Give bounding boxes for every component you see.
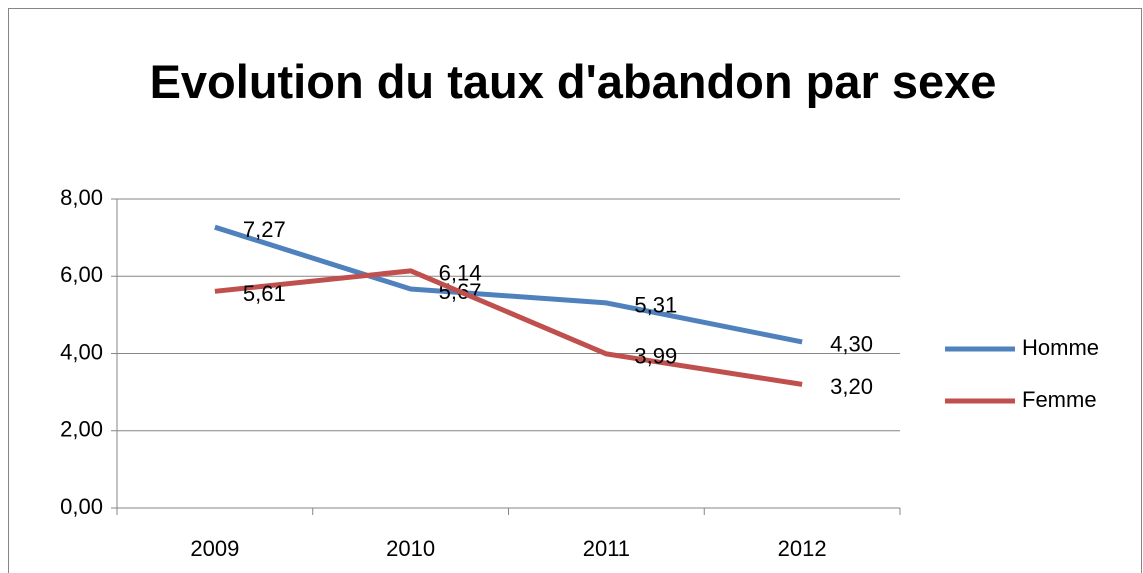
series-line bbox=[214, 268, 803, 387]
series-line bbox=[214, 224, 803, 345]
data-label: 7,27 bbox=[243, 217, 286, 242]
data-label: 6,14 bbox=[439, 261, 482, 286]
chart-title: Evolution du taux d'abandon par sexe bbox=[149, 55, 997, 108]
x-tick-label: 2011 bbox=[583, 536, 630, 561]
data-label: 5,61 bbox=[243, 281, 286, 306]
legend-label: Femme bbox=[1022, 387, 1097, 412]
data-label: 4,30 bbox=[830, 332, 873, 357]
y-tick-label: 8,00 bbox=[60, 185, 103, 210]
x-tick-label: 2012 bbox=[778, 536, 827, 561]
chart-border bbox=[8, 8, 1142, 573]
y-tick-label: 4,00 bbox=[60, 339, 103, 364]
y-tick-label: 6,00 bbox=[60, 262, 103, 287]
y-tick-label: 2,00 bbox=[60, 417, 103, 442]
data-label: 3,20 bbox=[830, 374, 873, 399]
x-tick-label: 2009 bbox=[190, 536, 239, 561]
x-tick-label: 2010 bbox=[386, 536, 435, 561]
data-label: 5,31 bbox=[634, 293, 677, 318]
legend-label: Homme bbox=[1022, 335, 1099, 360]
y-tick-label: 0,00 bbox=[60, 494, 103, 519]
data-label: 3,99 bbox=[634, 344, 677, 369]
